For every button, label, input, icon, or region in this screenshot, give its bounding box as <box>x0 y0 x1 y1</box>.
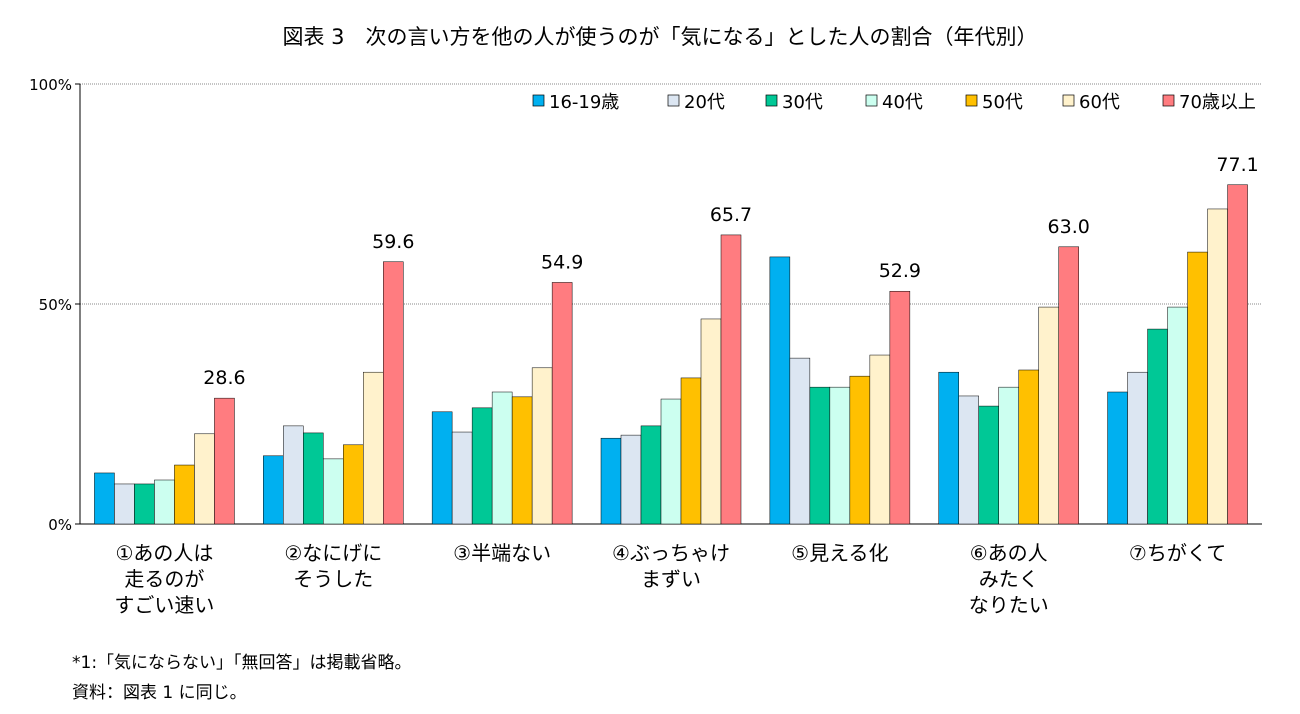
legend-item: 30代 <box>765 92 823 113</box>
y-tick-label: 50% <box>39 296 72 314</box>
bar <box>809 386 831 525</box>
bar <box>263 455 284 525</box>
bar <box>620 434 642 525</box>
bar <box>551 282 573 525</box>
bar <box>1018 369 1039 525</box>
data-label: 65.7 <box>710 204 752 226</box>
legend-label: 70歳以上 <box>1179 92 1256 113</box>
bar <box>720 234 742 525</box>
bar <box>114 483 135 525</box>
bar <box>451 431 473 525</box>
x-tick-label: ①あの人は <box>115 541 213 565</box>
bar <box>94 472 115 525</box>
bar <box>323 458 344 525</box>
bar <box>471 407 493 525</box>
bar <box>1147 328 1168 525</box>
bar <box>1187 251 1208 525</box>
legend-swatch <box>965 94 978 107</box>
legend-swatch <box>667 94 680 107</box>
legend-item: 20代 <box>667 92 725 113</box>
bar <box>283 425 304 525</box>
bar <box>1207 208 1228 525</box>
bar <box>889 290 911 525</box>
bar <box>303 432 324 525</box>
legend-item: 40代 <box>865 92 923 113</box>
bar <box>1127 371 1148 525</box>
bar <box>491 391 513 525</box>
x-tick-label: ⑥あの人 <box>970 541 1048 565</box>
x-tick-label: すごい速い <box>114 593 214 617</box>
bar <box>194 433 215 525</box>
bar <box>1058 246 1079 525</box>
legend-item: 70歳以上 <box>1162 92 1256 113</box>
bar <box>174 464 195 525</box>
data-label: 63.0 <box>1048 216 1090 238</box>
source-note: 資料：図表 1 に同じ。 <box>72 683 247 703</box>
bar <box>154 479 175 525</box>
bar <box>640 425 662 525</box>
legend-swatch <box>532 94 545 107</box>
bar <box>1167 306 1188 525</box>
x-tick-label: ⑤見える化 <box>791 541 888 565</box>
x-tick-label: ③半端ない <box>453 541 551 565</box>
x-tick-label: 走るのが <box>124 567 204 591</box>
x-tick-label: まずい <box>641 567 701 591</box>
bar <box>978 405 999 525</box>
bar <box>789 357 811 525</box>
bar <box>1038 306 1059 525</box>
legend-label: 60代 <box>1079 92 1120 113</box>
data-label: 77.1 <box>1216 154 1258 176</box>
data-label: 54.9 <box>541 251 583 273</box>
bar <box>680 377 702 525</box>
x-tick-label: ②なにげに <box>284 541 382 565</box>
bar <box>829 386 851 525</box>
bar <box>600 437 622 525</box>
x-tick-label: ④ぶっちゃけ <box>612 541 730 565</box>
y-tick-label: 0% <box>48 516 72 534</box>
footnote: *1:「気にならない」「無回答」は掲載省略。 <box>72 653 412 673</box>
bar <box>1107 391 1128 525</box>
y-tick-label: 100% <box>29 76 72 94</box>
bar <box>869 354 891 525</box>
bar <box>660 398 682 525</box>
bar <box>363 371 384 525</box>
legend-label: 16-19歳 <box>549 92 619 113</box>
bar <box>343 444 364 525</box>
legend-swatch <box>865 94 878 107</box>
bar <box>383 261 404 525</box>
data-label: 28.6 <box>203 367 245 389</box>
bar <box>849 375 871 525</box>
legend-label: 40代 <box>882 92 923 113</box>
legend-swatch <box>765 94 778 107</box>
legend-item: 50代 <box>965 92 1023 113</box>
legend-item: 60代 <box>1062 92 1120 113</box>
x-tick-label: みたく <box>979 567 1039 591</box>
chart-title: 図表 3 次の言い方を他の人が使うのが「気になる」とした人の割合（年代別） <box>282 25 1037 49</box>
legend-label: 50代 <box>982 92 1023 113</box>
bar <box>511 396 533 525</box>
bar <box>134 483 155 525</box>
x-tick-label: そうした <box>293 567 373 591</box>
bar <box>531 367 553 525</box>
bar <box>431 411 453 525</box>
bar <box>938 371 959 525</box>
data-label: 59.6 <box>372 231 414 253</box>
bar <box>998 386 1019 525</box>
legend-label: 20代 <box>684 92 725 113</box>
legend-label: 30代 <box>782 92 823 113</box>
data-label: 52.9 <box>879 260 921 282</box>
bar <box>769 256 791 525</box>
legend-item: 16-19歳 <box>532 92 619 113</box>
bar <box>958 395 979 525</box>
bar <box>1227 184 1248 525</box>
legend-swatch <box>1162 94 1175 107</box>
x-tick-label: ⑦ちがくて <box>1129 541 1226 565</box>
x-tick-label: なりたい <box>969 593 1049 617</box>
bar <box>214 397 235 525</box>
legend-swatch <box>1062 94 1075 107</box>
bar <box>700 318 722 525</box>
